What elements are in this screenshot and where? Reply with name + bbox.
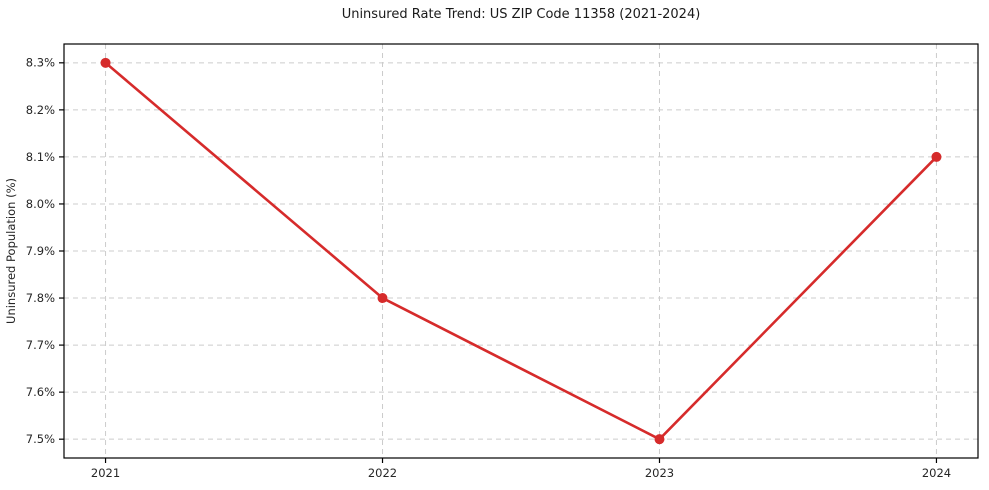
trend-line: [104, 61, 938, 441]
y-tick-label: 8.3%: [26, 56, 55, 70]
x-tick-label: 2024: [922, 466, 951, 480]
y-tick-label: 8.0%: [26, 197, 55, 211]
y-tick-label: 7.6%: [26, 385, 55, 399]
y-tick-label: 7.8%: [26, 291, 55, 305]
data-point-marker: [100, 57, 111, 68]
y-tick-label: 7.7%: [26, 338, 55, 352]
y-tick-label: 7.9%: [26, 244, 55, 258]
y-tick-label: 8.2%: [26, 103, 55, 117]
y-tick-label: 8.1%: [26, 150, 55, 164]
y-tick-label: 7.5%: [26, 432, 55, 446]
y-axis-label: Uninsured Population (%): [4, 178, 18, 324]
data-point-marker: [931, 151, 942, 162]
x-tick-label: 2022: [368, 466, 397, 480]
data-point-marker: [377, 293, 388, 304]
x-tick-label: 2021: [91, 466, 120, 480]
data-point-marker: [654, 434, 665, 445]
x-tick-label: 2023: [645, 466, 674, 480]
chart-title: Uninsured Rate Trend: US ZIP Code 11358 …: [341, 7, 701, 22]
